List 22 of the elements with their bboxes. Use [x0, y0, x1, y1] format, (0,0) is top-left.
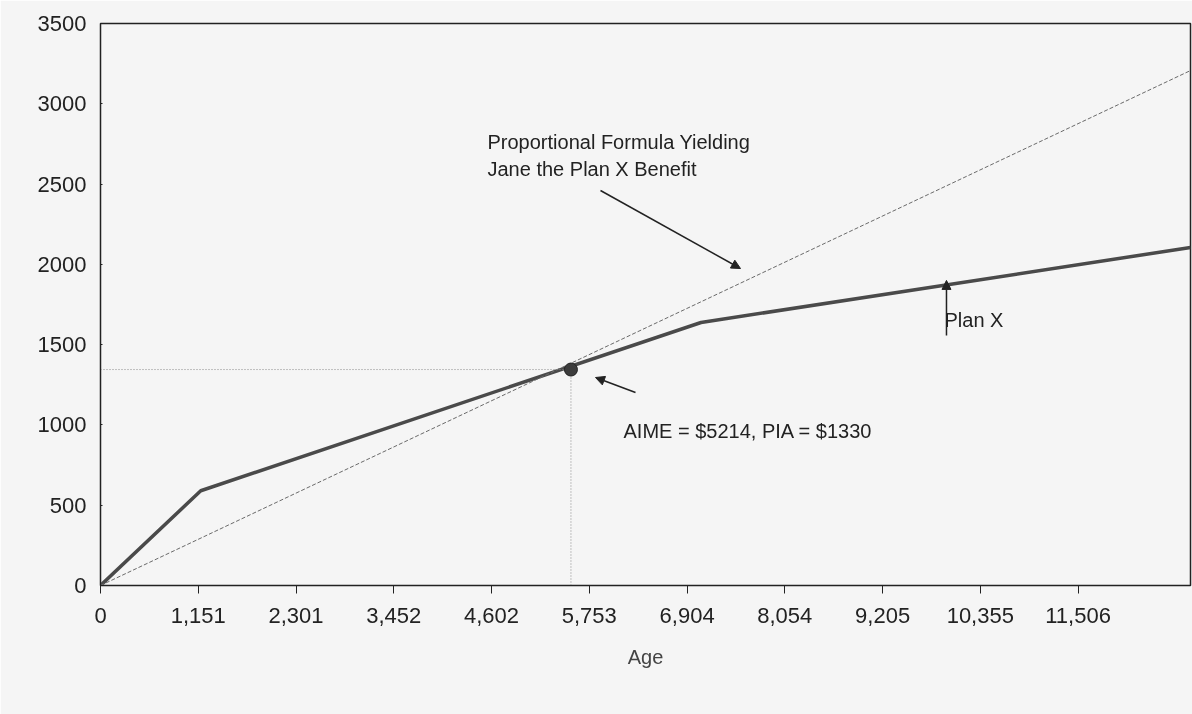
x-tick-label: 3,452	[366, 602, 422, 628]
x-tick-label: 4,602	[463, 602, 520, 628]
y-tick-label: 500	[49, 492, 87, 518]
x-tick-label: 8,054	[757, 602, 813, 628]
x-axis-title: Age	[627, 645, 664, 668]
y-tick-label: 3500	[37, 11, 87, 36]
x-tick-label: 0	[94, 602, 107, 628]
y-tick-label: 2500	[37, 171, 87, 197]
x-tick-label: 6,904	[659, 602, 715, 628]
x-tick-label: 1,151	[170, 602, 226, 628]
y-tick-label: 0	[74, 573, 87, 598]
x-tick-label: 10,355	[946, 602, 1014, 628]
y-tick-label: 1000	[37, 412, 87, 438]
x-tick-label: 9,205	[855, 602, 911, 628]
x-tick-label: 5,753	[561, 602, 617, 628]
annotation: AIME = $5214, PIA = $1330	[623, 419, 872, 442]
annotation: Proportional Formula Yielding Jane the Plan X Benefit	[487, 131, 750, 180]
y-tick-label: 2000	[37, 251, 87, 277]
y-tick-label: 1500	[37, 332, 87, 358]
y-tick-label: 3000	[37, 91, 87, 117]
x-tick-label: 2,301	[268, 602, 324, 628]
x-tick-label: 11,506	[1045, 602, 1111, 628]
